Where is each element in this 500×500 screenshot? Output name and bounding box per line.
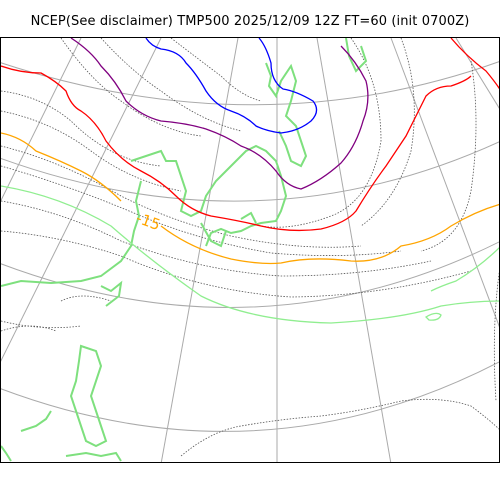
isotherm-green-loop (424, 312, 442, 321)
isotherm-red-northeast (450, 38, 499, 90)
map-canvas: -15 (1, 38, 499, 462)
isotherm-red (1, 65, 472, 232)
graticule-latitudes (1, 61, 499, 432)
landmass-outlines (1, 38, 368, 462)
isotherm-orange (1, 132, 122, 202)
isotherm-green (1, 185, 499, 324)
isotherms-minor (1, 38, 499, 457)
graticule-longitudes (1, 38, 499, 462)
map-title: NCEP(See disclaimer) TMP500 2025/12/09 1… (30, 14, 470, 29)
isotherm-purple (70, 38, 369, 190)
isotherm-blue (145, 38, 318, 134)
isotherm-green-east (430, 247, 499, 292)
isotherm-orange-east (160, 203, 499, 265)
map-panel: -15 (0, 37, 500, 463)
